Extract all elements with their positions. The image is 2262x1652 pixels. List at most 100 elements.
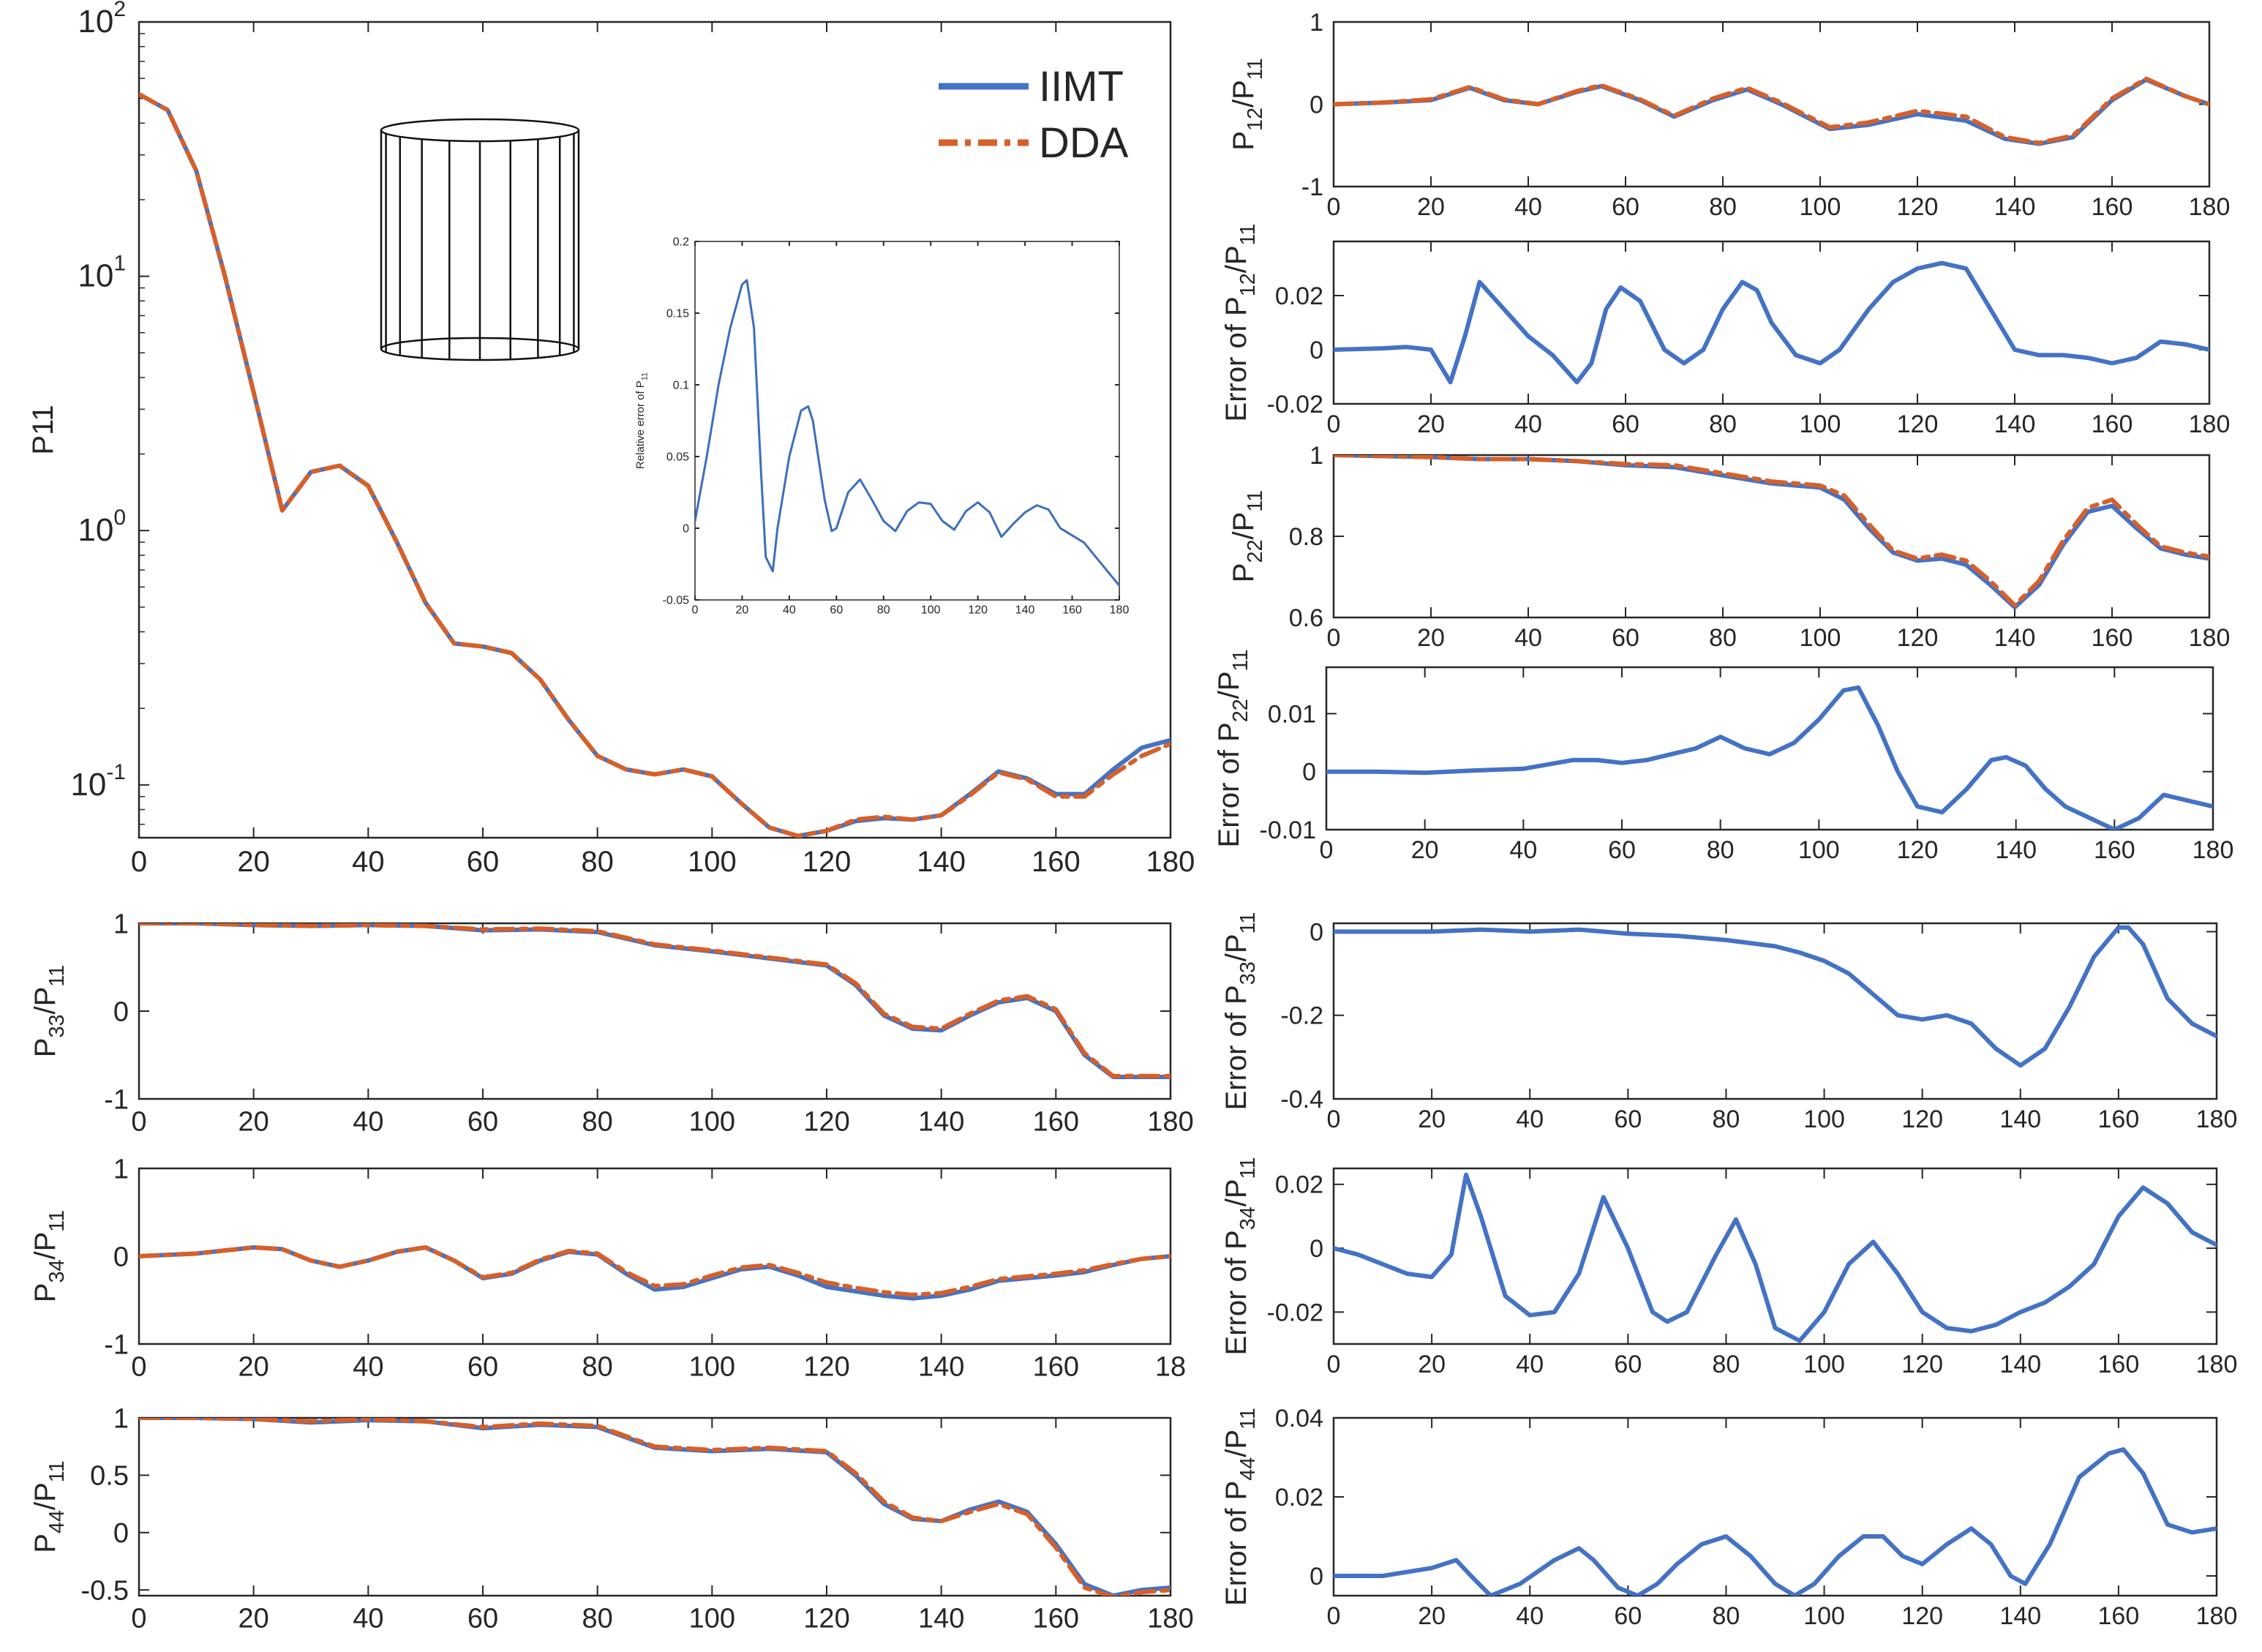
- x-tick-label: 180: [2189, 410, 2231, 438]
- y-tick-label: 0: [1310, 1235, 1323, 1263]
- x-tick-label: 80: [581, 846, 614, 878]
- y-axis-label-sub2: 11: [1236, 1157, 1260, 1179]
- y-tick-label: -0.5: [81, 1575, 129, 1606]
- x-tick-label: 160: [2094, 836, 2135, 864]
- x-tick-label: 20: [1418, 1351, 1446, 1378]
- x-tick-label: 0: [1327, 410, 1341, 438]
- y-tick-label: 0: [113, 1242, 129, 1272]
- y-tick-label: 102: [78, 0, 126, 40]
- x-tick-label: 180: [1110, 604, 1130, 616]
- x-tick-label: 20: [1417, 193, 1445, 221]
- y-tick-label: 0.15: [666, 308, 689, 320]
- x-tick-label: 180: [1147, 1604, 1193, 1634]
- y-tick-label: -0.02: [1267, 1299, 1324, 1326]
- x-tick-label: 160: [1033, 1604, 1079, 1634]
- y-tick-label: 0.04: [1275, 1405, 1323, 1433]
- x-tick-label: 0: [131, 1107, 146, 1138]
- x-tick-label: 40: [1514, 410, 1542, 438]
- x-tick-label: 80: [582, 1604, 613, 1634]
- x-tick-label: 140: [1994, 624, 2036, 652]
- x-tick-label: 80: [1713, 1602, 1740, 1630]
- plot-area: [1325, 666, 2214, 831]
- y-axis-label-main: P: [29, 1283, 61, 1303]
- y-axis-label-main: Error of P: [1220, 296, 1252, 421]
- x-tick-label: 140: [1015, 604, 1035, 616]
- panel-e12: 0 20 40 60 80 100 120 140 160 180-0.0200.02Error …: [1220, 224, 2230, 439]
- x-tick-label: 40: [353, 1604, 383, 1634]
- panel-e22: 0 20 40 60 80 100 120 140 160 180-0.0100.01Error …: [1213, 650, 2233, 865]
- series-error-line: [1334, 1172, 2217, 1343]
- x-tick-label: 120: [1897, 836, 1939, 864]
- y-axis-label-sub: 22: [1229, 699, 1252, 722]
- y-axis-label-tail: /P: [1220, 245, 1252, 273]
- x-tick-label: 0: [1320, 836, 1334, 864]
- panel-inset: 0 20 40 60 80 100 120 140 160 180-0.0500.050.10.1…: [634, 236, 1129, 617]
- x-tick-label: 100: [689, 1604, 735, 1634]
- x-tick-label: 160: [2092, 410, 2133, 438]
- x-tick-label: 160: [1033, 1107, 1079, 1138]
- x-tick-label: 0: [1327, 624, 1341, 652]
- x-tick-label: 140: [1999, 1105, 2041, 1133]
- y-tick-label: 101: [78, 252, 126, 294]
- x-tick-label: 20: [1417, 624, 1445, 652]
- y-axis-label-main: Error of P: [1220, 1481, 1252, 1606]
- x-tick-label: 40: [353, 1352, 383, 1383]
- y-tick-label: 0.05: [666, 451, 689, 464]
- x-tick-label: 40: [1516, 1602, 1544, 1630]
- x-tick-label: 40: [1514, 193, 1542, 221]
- y-axis-label-sub: 12: [1236, 273, 1260, 296]
- x-tick-label: 60: [1614, 1351, 1642, 1378]
- x-tick-label: 100: [1800, 624, 1841, 652]
- x-tick-label: 180: [2189, 624, 2231, 652]
- y-axis-label-sub2: 11: [1236, 912, 1260, 934]
- y-tick-label: 0.2: [673, 236, 689, 249]
- y-axis-label-sub2: 11: [1236, 1408, 1260, 1430]
- y-tick-label: -1: [104, 1329, 129, 1360]
- x-tick-label: 100: [688, 846, 737, 878]
- x-tick-label: 140: [1999, 1602, 2041, 1630]
- x-tick-label: 120: [1897, 624, 1939, 652]
- y-axis-label-tail: /P: [1228, 512, 1260, 540]
- y-axis-label: Error of P12/P11: [1220, 224, 1260, 422]
- y-axis-label-tail: /P: [1220, 1179, 1252, 1206]
- y-tick-label: -0.01: [1260, 816, 1317, 844]
- x-tick-label: 0: [1327, 193, 1341, 221]
- y-axis-label-tail: /P: [29, 1232, 61, 1260]
- plot-area: [1332, 20, 2211, 188]
- x-tick-label: 20: [736, 604, 749, 616]
- series-error-line: [1334, 1447, 2217, 1596]
- y-axis-label-tail: /P: [29, 987, 61, 1015]
- y-axis-label-sub: 11: [641, 372, 650, 380]
- plot-area: [138, 1167, 1172, 1345]
- x-tick-label: 180: [2193, 836, 2234, 864]
- inset-error-line: [695, 279, 1119, 587]
- x-tick-label: 60: [1612, 410, 1639, 438]
- y-tick-label: 1: [113, 1154, 129, 1184]
- x-tick-label: 60: [1612, 624, 1639, 652]
- panel-e33: 0 20 40 60 80 100 120 140 160 180 -0.4 -0.2 0 Error o…: [1220, 912, 2237, 1134]
- x-tick-label: 120: [1901, 1105, 1943, 1133]
- x-tick-label: 60: [467, 1352, 498, 1383]
- panel-p22: 0 20 40 60 80 100 120 140 160 180 0.6 0.8 1 P22/P11: [1228, 442, 2230, 652]
- x-tick-label: 80: [1709, 410, 1737, 438]
- panel-e34: 0 20 40 60 80 100 120 140 160 180-0.0200.02Error …: [1220, 1157, 2237, 1379]
- plot-area: [1332, 922, 2218, 1100]
- y-axis-label-sub: 33: [1236, 961, 1260, 985]
- y-tick-label: -0.2: [1280, 1002, 1323, 1030]
- x-tick-label: 160: [1062, 604, 1082, 616]
- x-tick-label: 140: [917, 846, 966, 878]
- plot-area: [1332, 1416, 2218, 1597]
- series-error-line: [1334, 925, 2217, 1068]
- x-tick-label: 160: [2098, 1602, 2140, 1630]
- x-tick-label: 40: [1516, 1105, 1544, 1133]
- y-axis-label-tail: /P: [1220, 1430, 1252, 1457]
- y-axis-label-sub: 22: [1244, 539, 1267, 563]
- x-tick-label: 20: [238, 1352, 269, 1383]
- y-axis-label: P33/P11: [29, 965, 69, 1057]
- x-tick-label: 60: [467, 846, 500, 878]
- x-tick-label: 140: [918, 1352, 964, 1383]
- y-axis-label: P22/P11: [1228, 490, 1267, 582]
- x-tick-label: 60: [467, 1604, 498, 1634]
- y-axis-label-main: Error of P: [1220, 985, 1252, 1110]
